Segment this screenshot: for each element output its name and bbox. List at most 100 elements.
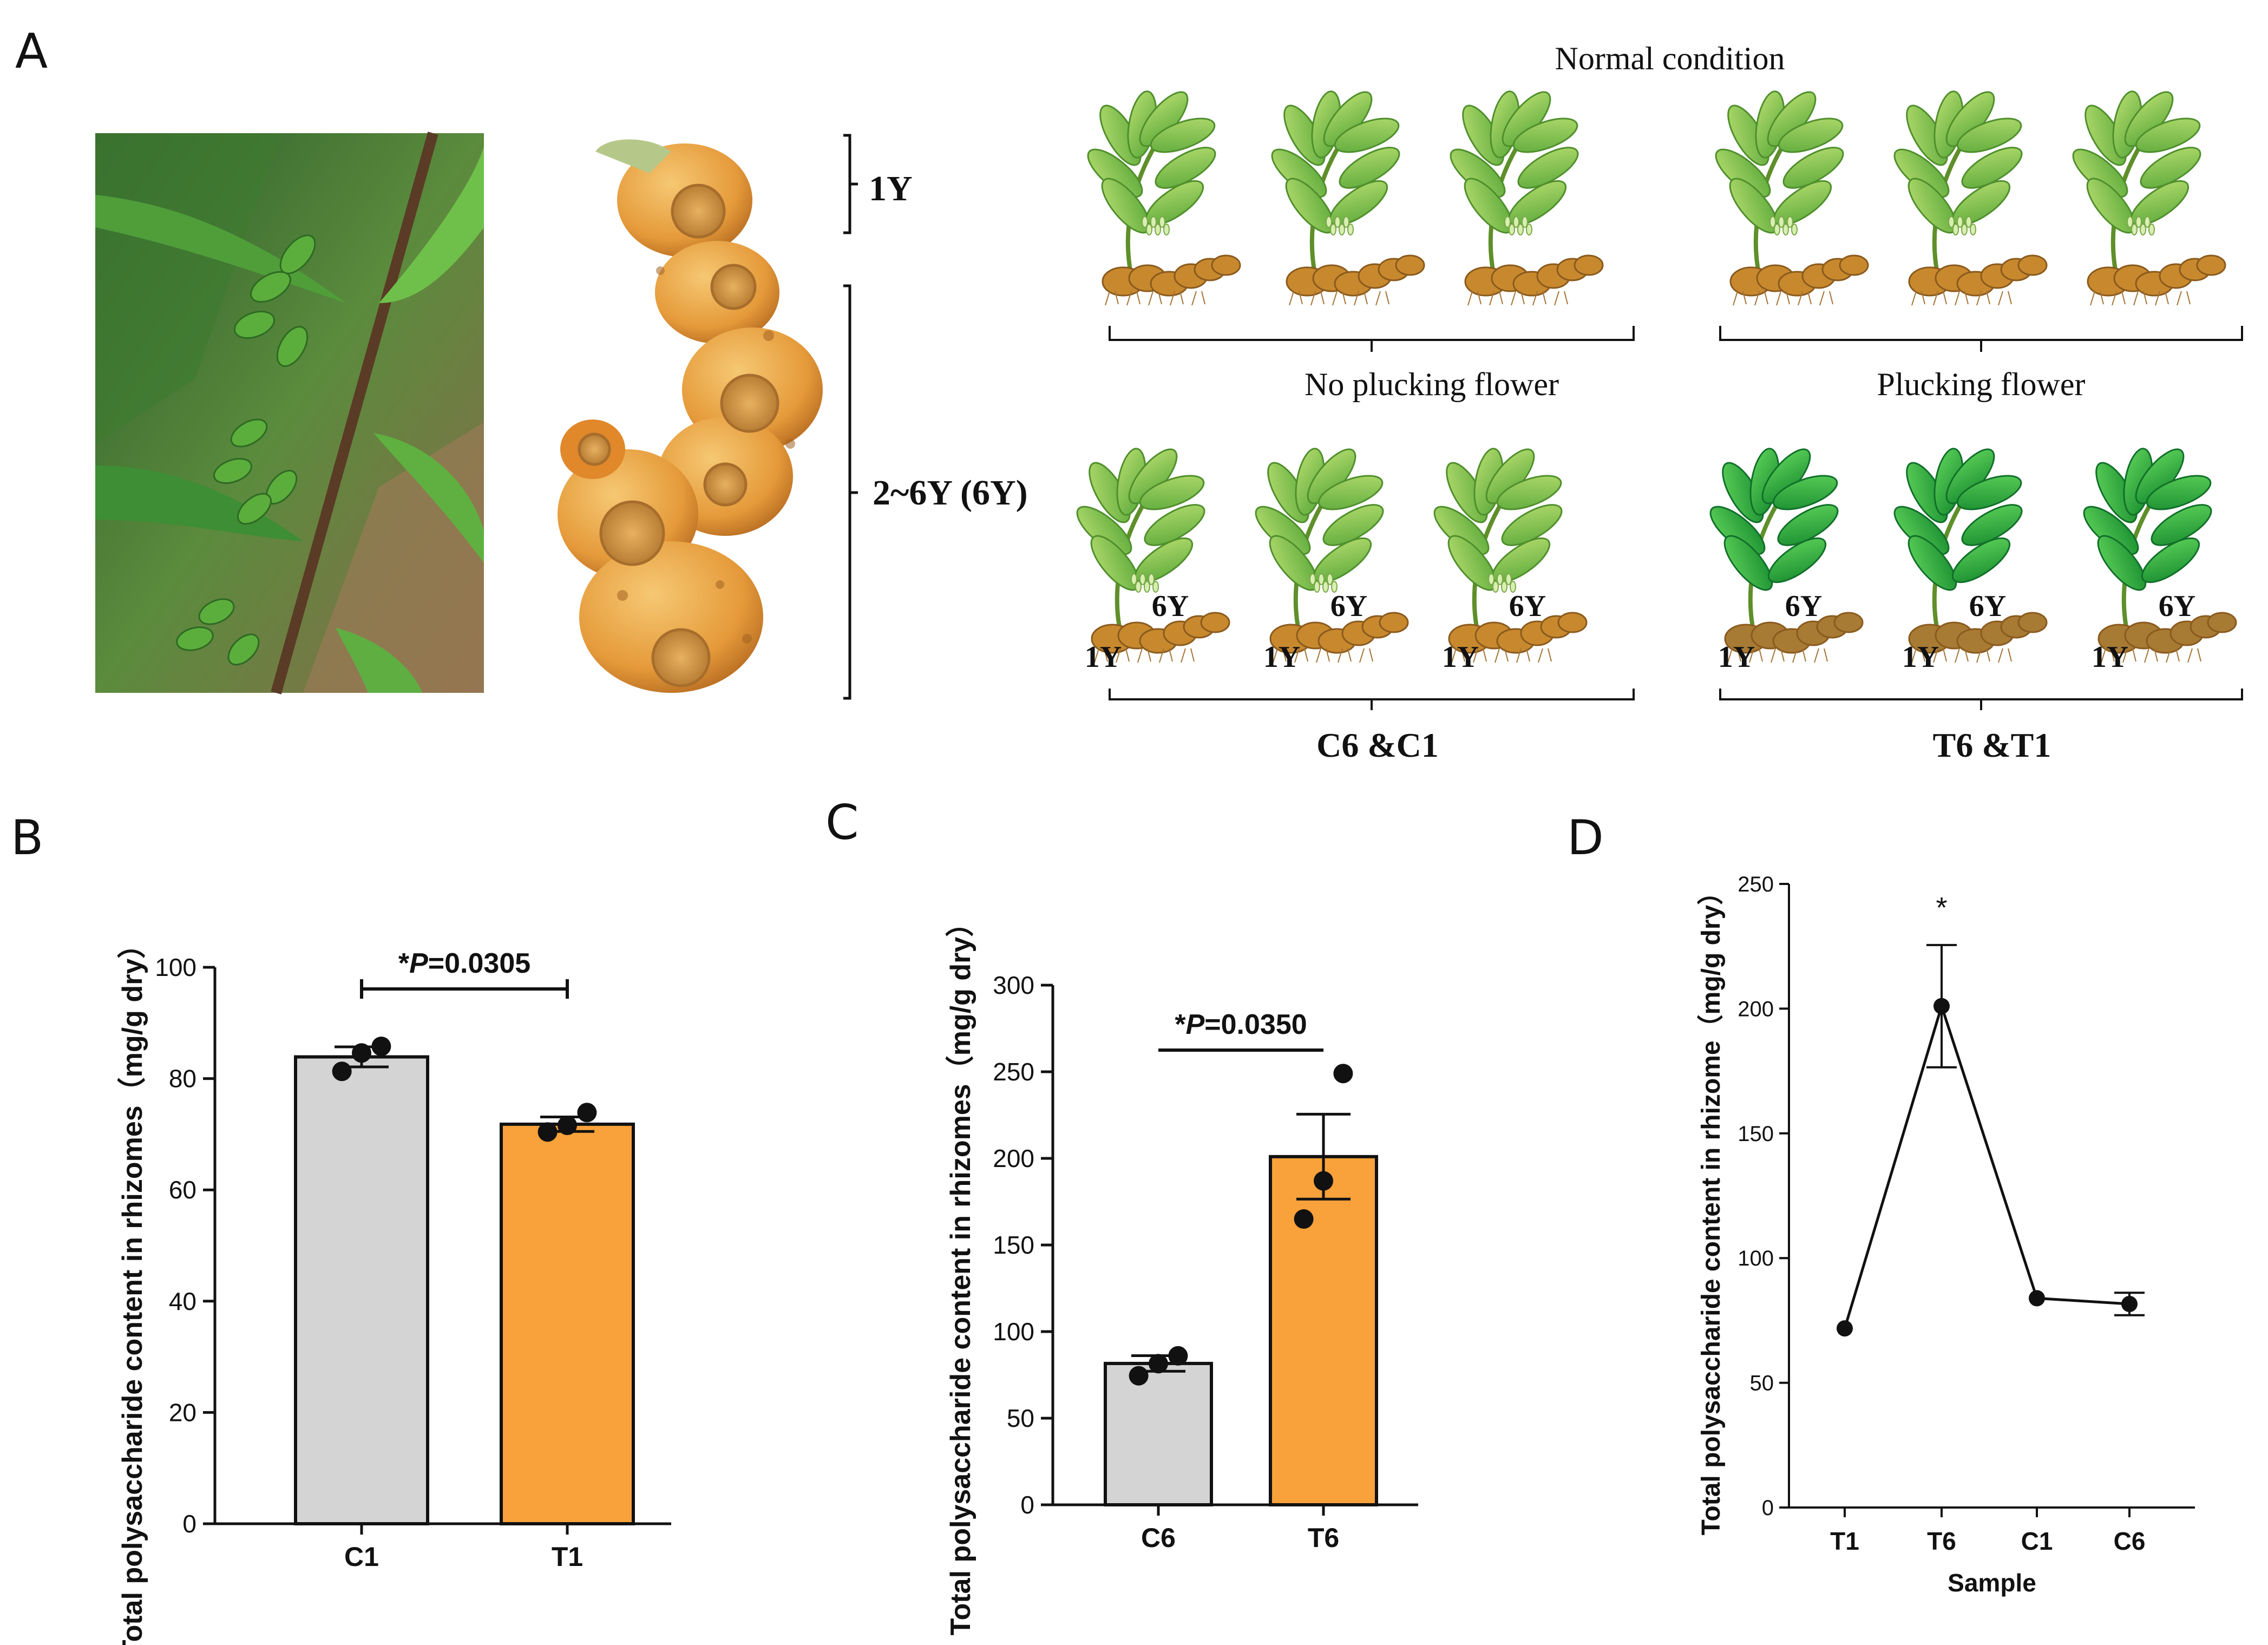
plant-root <box>2177 291 2191 306</box>
rhizome-label-1y: 1Y <box>869 169 913 208</box>
group-brackets <box>1109 326 2243 710</box>
chart-c: 0 50 100 150 200 250 300 C6 T6 *P=0.0350 Total pol… <box>945 909 1418 1635</box>
plant-leaf <box>1723 535 1773 591</box>
significance-label: *P=0.0305 <box>398 948 530 979</box>
plant-leaf <box>1139 475 1205 510</box>
y-tick-label: 0 <box>182 1510 196 1538</box>
plant-flower <box>1131 573 1137 585</box>
plant-flower <box>1504 216 1511 228</box>
plant-root <box>1316 648 1330 663</box>
plant-flower <box>2144 216 2151 228</box>
plant-flower <box>1522 216 1528 228</box>
plant-flower <box>1142 216 1148 228</box>
rhizome-photo <box>558 139 823 693</box>
plant-rhizome <box>1839 254 1869 276</box>
plant-leaf <box>1501 504 1563 546</box>
plucked-plant: 6Y 1Y <box>1709 448 1864 674</box>
plant-leaf <box>1961 147 2023 189</box>
plant-flower <box>1334 216 1341 228</box>
bar <box>1269 1155 1378 1507</box>
data-point <box>577 1103 597 1123</box>
plant-rhizome <box>2017 254 2048 276</box>
plant-flower <box>1152 581 1159 593</box>
plucked-plant: 6Y 1Y <box>1893 448 2048 674</box>
plant-root <box>1911 648 1925 663</box>
plant-leaf <box>1155 147 1216 189</box>
data-point <box>1168 1346 1188 1366</box>
plant-flower <box>1517 224 1524 235</box>
plant-leaf <box>1334 117 1400 153</box>
x-tick-label: T6 <box>1308 1523 1339 1553</box>
significance-p: P <box>409 948 428 979</box>
plant-root <box>1976 291 1990 306</box>
plant-flower <box>1957 216 1963 228</box>
plant-root <box>1338 648 1352 663</box>
age-label-1y: 1Y <box>1085 640 1122 674</box>
schematic-title: Normal condition <box>1555 41 1785 76</box>
plant-root <box>1126 291 1140 306</box>
plant-root <box>1148 291 1162 306</box>
label-plucking: Plucking flower <box>1877 366 2086 402</box>
data-point <box>2121 1295 2138 1312</box>
plant-flower <box>1782 224 1789 235</box>
age-brackets <box>843 134 858 700</box>
plant-flower <box>1339 224 1345 235</box>
y-tick-label: 100 <box>155 953 196 981</box>
plant-root <box>1955 291 1969 306</box>
plant-rhizome <box>2207 612 2237 633</box>
normal-plant: 6Y 1Y <box>1076 448 1230 674</box>
series-line <box>1843 1001 2130 1329</box>
plant-rhizome <box>1395 254 1425 276</box>
plant-leaf <box>1517 147 1579 189</box>
normal-plant <box>1087 90 1241 306</box>
plant-root <box>1159 648 1173 663</box>
y-tick-label: 200 <box>993 1144 1034 1172</box>
significance-value: =0.0305 <box>428 948 530 979</box>
plant-leaf <box>1777 504 1839 546</box>
plant-root <box>1776 291 1790 306</box>
data-point <box>1933 998 1950 1014</box>
data-point <box>558 1115 577 1135</box>
plant-root <box>1294 648 1308 663</box>
plant-root <box>1754 291 1768 306</box>
plant-flower <box>1952 224 1959 235</box>
plant-leaf <box>1322 504 1384 546</box>
data-point <box>332 1061 352 1082</box>
y-tick-label: 250 <box>1738 873 1774 896</box>
plant-flower <box>2148 224 2155 235</box>
plant-rhizome <box>1211 254 1241 276</box>
plant-root <box>2090 291 2104 306</box>
plant-rhizome <box>1557 612 1588 633</box>
significance-star: * <box>398 948 410 979</box>
plant-flower <box>1330 224 1336 235</box>
plucked-plant: 6Y 1Y <box>2083 448 2237 674</box>
y-tick-label: 80 <box>169 1065 196 1093</box>
plant-leaf <box>1339 147 1400 189</box>
y-tick-label: 50 <box>1750 1372 1774 1395</box>
age-label-6y: 6Y <box>2159 589 2195 623</box>
plant-leaf <box>1782 147 1844 189</box>
plant-root <box>1792 648 1806 663</box>
plant-rhizome <box>1833 612 1864 633</box>
significance-value: =0.0350 <box>1204 1009 1307 1040</box>
data-point <box>1149 1354 1168 1374</box>
plant-leaf <box>2141 537 2200 584</box>
plant-rhizome <box>1574 254 1604 276</box>
plant-root <box>1819 291 1833 306</box>
x-tick-label: T1 <box>552 1542 583 1572</box>
plant-root <box>1375 291 1389 306</box>
plant-root <box>1511 291 1525 306</box>
plant-root <box>1727 648 1741 663</box>
plant-flower <box>1497 573 1503 585</box>
y-tick-label: 100 <box>1738 1247 1774 1270</box>
plant-root <box>2144 648 2158 663</box>
plant-root <box>1105 291 1119 306</box>
plant-leaf <box>1144 504 1205 546</box>
plant-flower <box>1961 224 1968 235</box>
data-point <box>1837 1320 1853 1337</box>
plant-root <box>1181 648 1195 663</box>
plant-root <box>1955 648 1969 663</box>
plant-leaf <box>1512 117 1578 153</box>
x-tick-label: T1 <box>1830 1527 1859 1555</box>
